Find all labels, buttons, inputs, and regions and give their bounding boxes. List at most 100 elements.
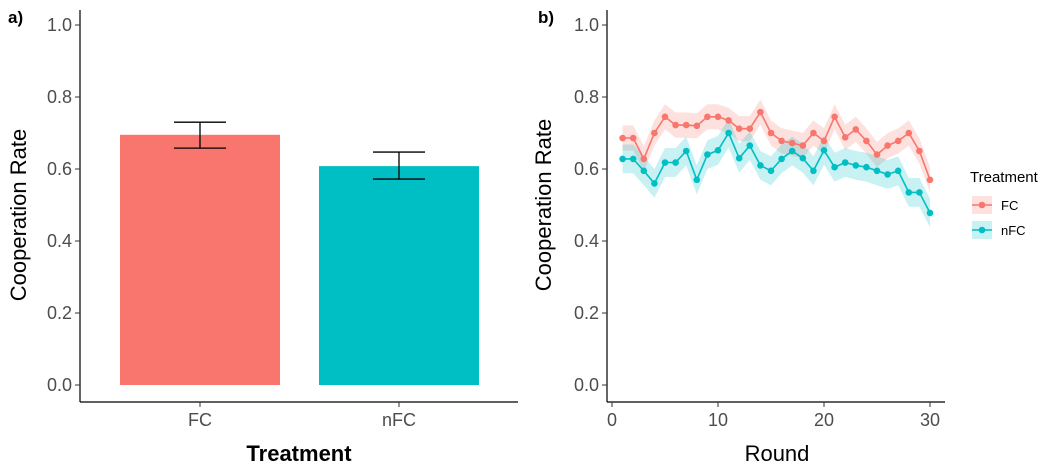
- point-nfc: [651, 180, 658, 187]
- panel-a-tag: a): [8, 8, 23, 27]
- point-fc: [810, 129, 817, 137]
- band-nfc: [622, 118, 930, 228]
- point-fc: [725, 117, 732, 124]
- panel-a-bars: [120, 134, 479, 385]
- point-nfc: [672, 159, 679, 166]
- legend-key-point: [978, 201, 986, 209]
- bar-nfc: [319, 166, 479, 385]
- y-tick-label: 0.4: [47, 231, 72, 251]
- x-tick-label: 30: [920, 410, 940, 430]
- legend-title: Treatment: [970, 169, 1039, 186]
- point-fc: [619, 134, 626, 142]
- legend-key-point: [978, 226, 986, 234]
- y-tick-label: 0.4: [574, 231, 599, 251]
- error-bar-fc: [174, 121, 226, 149]
- bar-fc: [120, 134, 280, 385]
- point-nfc: [863, 163, 870, 171]
- point-nfc: [725, 129, 732, 137]
- panel-b-series-points: [619, 108, 934, 217]
- y-tick-label: 1.0: [47, 15, 72, 35]
- point-fc: [704, 113, 711, 121]
- point-fc: [852, 126, 860, 133]
- y-tick-label: 0.2: [47, 303, 72, 323]
- point-nfc: [926, 209, 934, 217]
- point-fc: [873, 151, 881, 158]
- point-fc: [831, 113, 838, 121]
- point-nfc: [884, 171, 891, 178]
- panel-b-tag: b): [538, 8, 554, 27]
- point-nfc: [714, 146, 722, 154]
- error-bar-nfc: [373, 151, 425, 180]
- panel-b-confidence-bands: [622, 99, 930, 228]
- point-nfc: [661, 159, 669, 166]
- x-tick-label-fc: FC: [188, 410, 212, 430]
- point-nfc: [820, 146, 828, 154]
- y-tick-label: 0.6: [47, 159, 72, 179]
- panel-b-line-chart: b) 0.0 0.2 0.4 0.6 0.8 1.0 0 10 20 30 Round Coop…: [531, 8, 945, 466]
- point-fc: [799, 142, 807, 149]
- point-fc: [905, 129, 913, 137]
- point-nfc: [916, 189, 923, 196]
- point-fc: [926, 176, 934, 184]
- point-nfc: [810, 167, 817, 175]
- panel-a-y-ticks: 0.0 0.2 0.4 0.6 0.8 1.0: [47, 15, 80, 395]
- legend-items: FC nFC: [972, 196, 1026, 239]
- point-fc: [640, 155, 648, 163]
- y-tick-label: 0.2: [574, 303, 599, 323]
- point-nfc: [894, 167, 902, 175]
- point-nfc: [640, 167, 648, 175]
- panel-a-x-axis-title: Treatment: [246, 441, 352, 466]
- point-fc: [629, 134, 637, 142]
- point-nfc: [693, 176, 701, 184]
- point-nfc: [841, 159, 849, 166]
- point-nfc: [788, 147, 796, 155]
- point-fc: [884, 142, 891, 149]
- panel-a-bar-chart: a) 0.0 0.2 0.4 0.6 0.8 1.0 FC nFC Treatment Co…: [6, 8, 518, 466]
- point-nfc: [704, 151, 711, 158]
- panel-a-error-bars: [174, 121, 425, 180]
- legend-item-fc: FC: [972, 196, 1018, 214]
- x-tick-label: 10: [708, 410, 728, 430]
- point-fc: [714, 113, 722, 121]
- point-fc: [661, 113, 669, 121]
- legend-label-nfc: nFC: [1001, 223, 1026, 238]
- point-fc: [767, 129, 775, 137]
- x-tick-label: 20: [814, 410, 834, 430]
- point-nfc: [831, 163, 838, 171]
- point-nfc: [767, 167, 775, 175]
- point-fc: [746, 125, 754, 132]
- point-fc: [682, 121, 690, 129]
- point-fc: [916, 147, 923, 155]
- point-nfc: [852, 162, 860, 169]
- panel-a-y-axis-title: Cooperation Rate: [6, 129, 31, 301]
- legend-label-fc: FC: [1001, 198, 1018, 213]
- x-tick-label-nfc: nFC: [382, 410, 416, 430]
- point-fc: [757, 108, 764, 116]
- panel-a-x-ticks: FC nFC: [188, 402, 416, 430]
- point-fc: [841, 134, 849, 141]
- point-fc: [863, 137, 870, 145]
- point-nfc: [735, 154, 743, 162]
- panel-b-y-ticks: 0.0 0.2 0.4 0.6 0.8 1.0: [574, 15, 607, 395]
- point-nfc: [619, 155, 626, 163]
- point-nfc: [905, 189, 913, 196]
- point-nfc: [629, 155, 637, 163]
- point-fc: [788, 139, 796, 147]
- point-nfc: [682, 147, 690, 155]
- y-tick-label: 1.0: [574, 15, 599, 35]
- y-tick-label: 0.6: [574, 159, 599, 179]
- panel-b-y-axis-title: Cooperation Rate: [531, 119, 556, 291]
- point-nfc: [746, 142, 754, 149]
- legend: Treatment FC nFC: [970, 169, 1039, 239]
- point-nfc: [873, 167, 881, 175]
- point-fc: [651, 129, 658, 137]
- point-nfc: [778, 155, 785, 163]
- y-tick-label: 0.8: [574, 87, 599, 107]
- legend-item-nfc: nFC: [972, 221, 1026, 239]
- point-nfc: [757, 162, 764, 169]
- y-tick-label: 0.0: [47, 375, 72, 395]
- x-tick-label: 0: [607, 410, 617, 430]
- point-fc: [693, 122, 701, 130]
